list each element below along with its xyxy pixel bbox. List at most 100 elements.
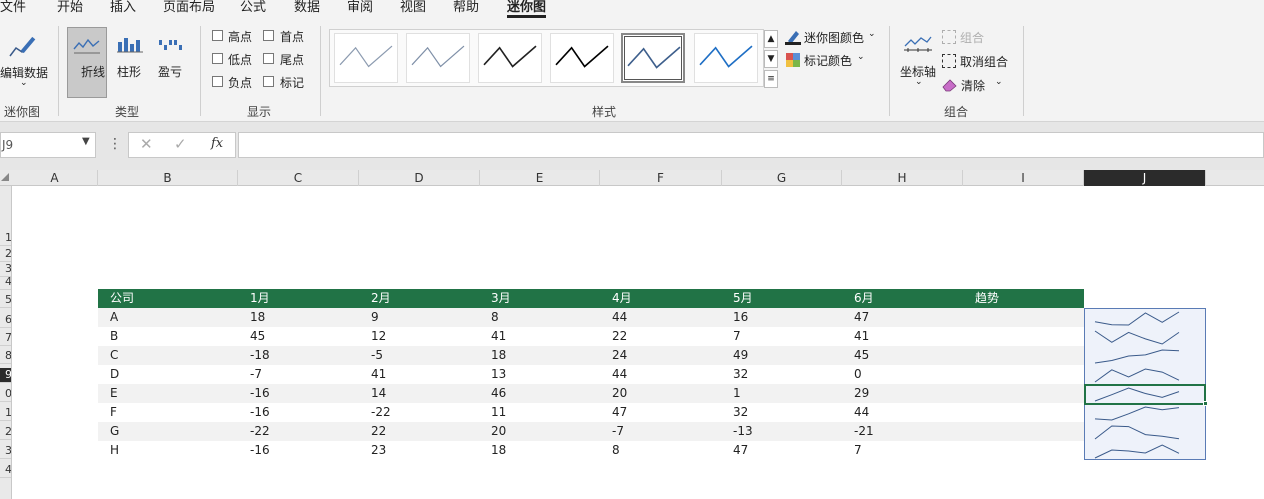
tab-sparkline[interactable]: 迷你图 (507, 0, 547, 18)
column-header-h[interactable]: H (842, 170, 963, 186)
value-cell[interactable]: -13 (733, 424, 753, 438)
fill-handle[interactable] (1203, 401, 1208, 406)
sparkline-cell[interactable] (1085, 423, 1205, 442)
value-cell[interactable]: 7 (733, 329, 741, 343)
table-header-cell[interactable]: 公司 (110, 291, 135, 305)
value-cell[interactable]: 11 (491, 405, 507, 419)
value-cell[interactable]: 47 (854, 310, 870, 324)
value-cell[interactable]: 20 (612, 386, 628, 400)
tab-item[interactable]: 帮助 (453, 0, 480, 15)
first-point-checkbox[interactable] (263, 30, 274, 41)
value-cell[interactable]: 29 (854, 386, 870, 400)
company-cell[interactable]: B (110, 329, 119, 343)
table-header-cell[interactable]: 1月 (250, 291, 270, 305)
gallery-scroll-down-button[interactable]: ▼ (764, 50, 778, 68)
clear-button[interactable]: 清除 ⌄ (942, 77, 1004, 95)
last-point-checkbox[interactable] (263, 53, 274, 64)
value-cell[interactable]: 32 (733, 405, 749, 419)
value-cell[interactable]: 18 (491, 443, 507, 457)
value-cell[interactable]: -16 (250, 405, 270, 419)
gallery-more-button[interactable]: ≡ (764, 70, 778, 88)
tab-item[interactable]: 数据 (294, 0, 321, 15)
table-header-cell[interactable]: 4月 (612, 291, 632, 305)
name-box[interactable]: J9 ▼ (0, 132, 96, 158)
value-cell[interactable]: 16 (733, 310, 749, 324)
row-header[interactable]: 2 (0, 425, 11, 440)
row-header[interactable]: 4 (0, 463, 11, 478)
table-header-cell[interactable]: 6月 (854, 291, 874, 305)
company-cell[interactable]: E (110, 386, 118, 400)
company-cell[interactable]: G (110, 424, 120, 438)
sparkline-color-button[interactable]: 迷你图颜色 ⌄ (785, 29, 880, 47)
value-cell[interactable]: 41 (854, 329, 870, 343)
marker-color-button[interactable]: 标记颜色 ⌄ (785, 52, 870, 70)
column-header-d[interactable]: D (359, 170, 480, 186)
value-cell[interactable]: -16 (250, 443, 270, 457)
value-cell[interactable]: 32 (733, 367, 749, 381)
column-header-f[interactable]: F (600, 170, 722, 186)
row-header[interactable]: 1 (0, 231, 11, 246)
row-header[interactable]: 6 (0, 313, 11, 328)
sparkline-cell[interactable] (1085, 309, 1205, 328)
value-cell[interactable]: -7 (250, 367, 262, 381)
table-header-cell[interactable]: 3月 (491, 291, 511, 305)
sparkline-style-option[interactable] (621, 33, 685, 83)
cancel-icon[interactable]: ✕ (140, 135, 153, 153)
value-cell[interactable]: 41 (371, 367, 387, 381)
value-cell[interactable]: -5 (371, 348, 383, 362)
value-cell[interactable]: 14 (371, 386, 387, 400)
value-cell[interactable]: 46 (491, 386, 507, 400)
sparkline-cell[interactable] (1084, 384, 1206, 405)
row-header[interactable]: 8 (0, 349, 11, 364)
sparkline-style-option[interactable] (478, 33, 542, 83)
sparkline-group[interactable] (1084, 308, 1208, 461)
value-cell[interactable]: 8 (612, 443, 620, 457)
value-cell[interactable]: 24 (612, 348, 628, 362)
value-cell[interactable]: -7 (612, 424, 624, 438)
sparkline-cell[interactable] (1085, 328, 1205, 347)
value-cell[interactable]: 22 (371, 424, 387, 438)
value-cell[interactable]: 47 (733, 443, 749, 457)
value-cell[interactable]: 22 (612, 329, 628, 343)
value-cell[interactable]: 18 (250, 310, 266, 324)
sparkline-style-option[interactable] (550, 33, 614, 83)
company-cell[interactable]: H (110, 443, 120, 457)
row-header[interactable]: 9 (0, 368, 11, 383)
value-cell[interactable]: 44 (612, 310, 628, 324)
company-cell[interactable]: D (110, 367, 120, 381)
sparkline-cell[interactable] (1085, 366, 1205, 385)
sparkline-cell[interactable] (1085, 442, 1205, 461)
value-cell[interactable]: 44 (854, 405, 870, 419)
value-cell[interactable]: 20 (491, 424, 507, 438)
insert-function-icon[interactable]: fx (211, 136, 224, 151)
column-type-button[interactable]: 柱形 (113, 30, 147, 80)
value-cell[interactable]: 1 (733, 386, 741, 400)
tab-item[interactable]: 插入 (110, 0, 137, 15)
tab-item[interactable]: 视图 (400, 0, 427, 15)
formula-input[interactable] (238, 132, 1264, 158)
more-options-icon[interactable]: ⋮ (108, 136, 122, 152)
value-cell[interactable]: 7 (854, 443, 862, 457)
value-cell[interactable]: -16 (250, 386, 270, 400)
row-header[interactable]: 7 (0, 331, 11, 346)
value-cell[interactable]: 45 (250, 329, 266, 343)
company-cell[interactable]: F (110, 405, 117, 419)
sparkline-cell[interactable] (1085, 347, 1205, 366)
value-cell[interactable]: 44 (612, 367, 628, 381)
axis-button[interactable]: 坐标轴 ⌄ (898, 30, 938, 90)
line-type-button[interactable]: 折线 (67, 27, 107, 98)
negative-point-checkbox[interactable] (212, 76, 223, 87)
high-point-checkbox[interactable] (212, 30, 223, 41)
ungroup-button[interactable]: 取消组合 (942, 53, 1014, 71)
row-header[interactable]: 5 (0, 293, 11, 308)
table-header-cell[interactable]: 2月 (371, 291, 391, 305)
row-header[interactable]: 4 (0, 275, 11, 290)
value-cell[interactable]: -21 (854, 424, 874, 438)
tab-item[interactable]: 审阅 (347, 0, 374, 15)
sparkline-cell[interactable] (1085, 404, 1205, 423)
company-cell[interactable]: A (110, 310, 119, 324)
tab-item[interactable]: 开始 (57, 0, 84, 15)
edit-data-button[interactable]: 编辑数据 ⌄ (0, 30, 52, 92)
value-cell[interactable]: -22 (371, 405, 391, 419)
confirm-icon[interactable]: ✓ (174, 135, 187, 153)
